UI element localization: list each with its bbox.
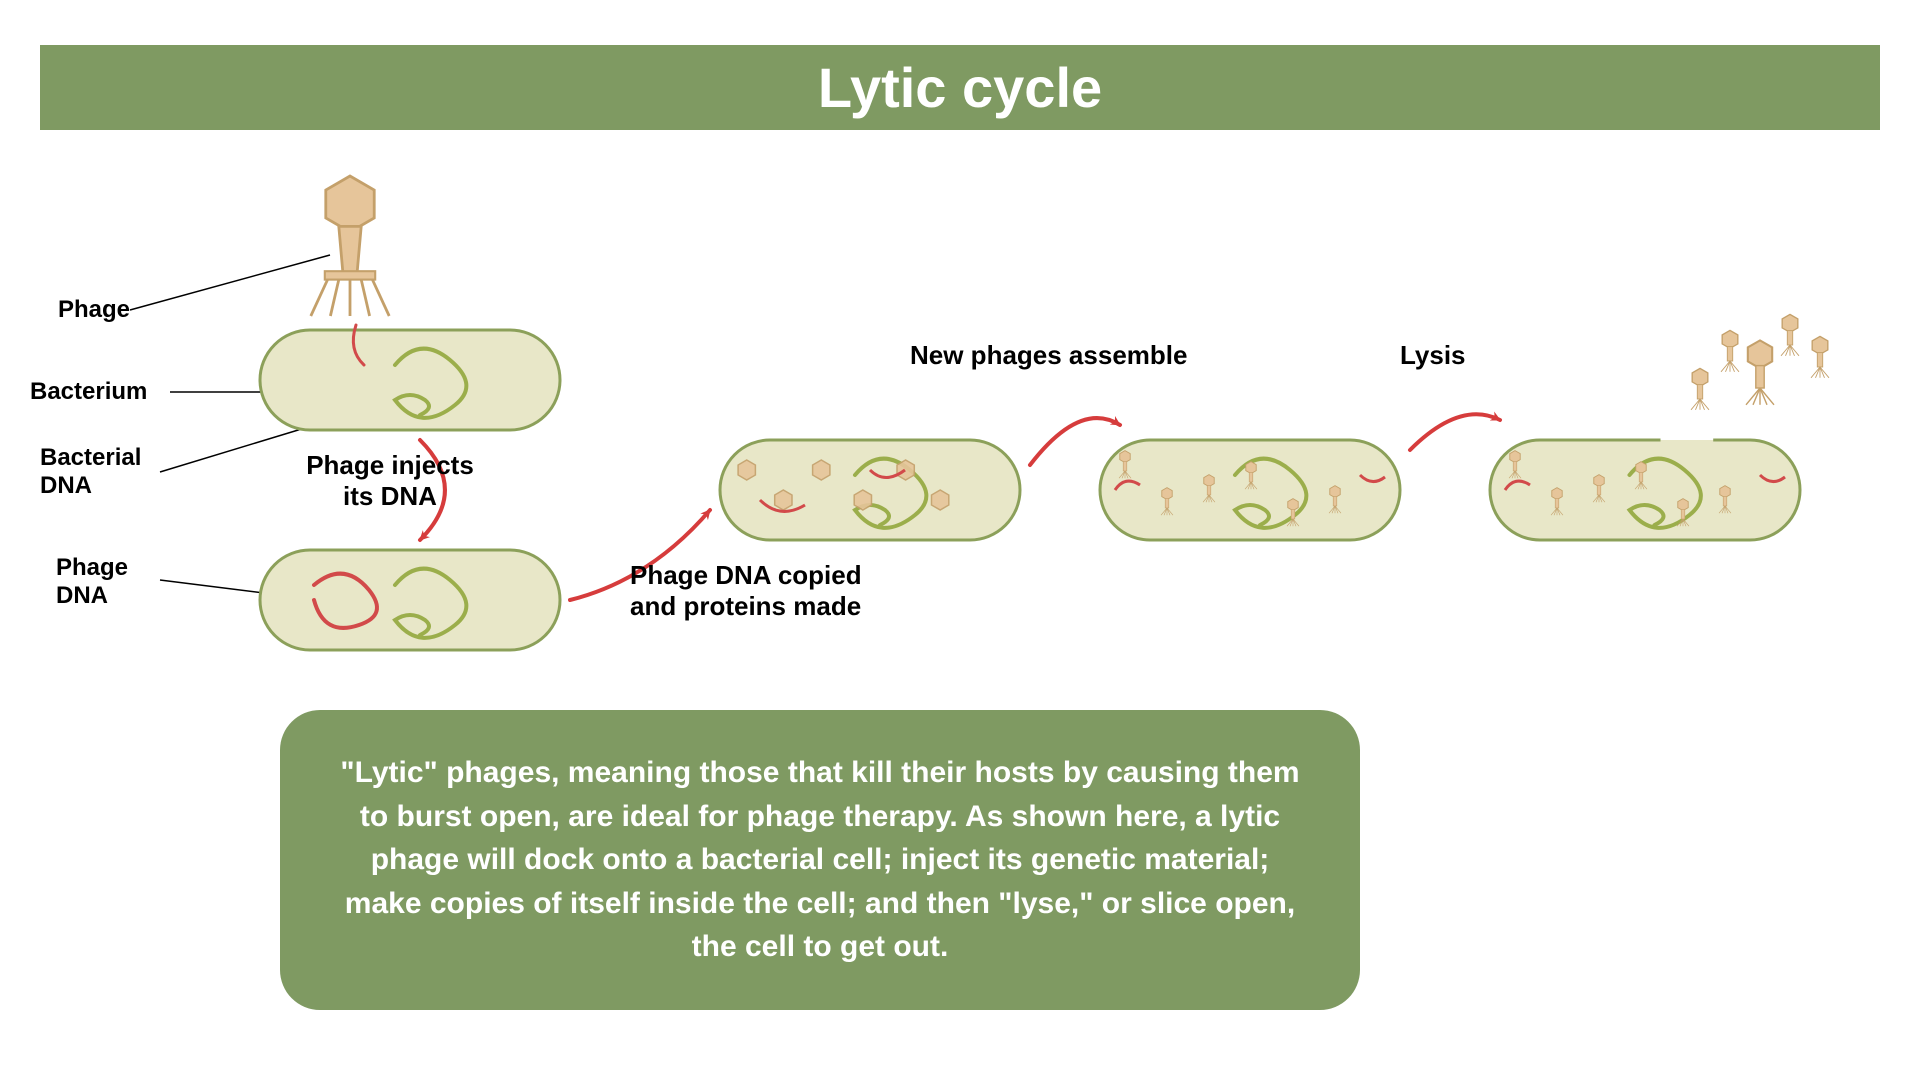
description-text: "Lytic" phages, meaning those that kill … [340, 751, 1300, 969]
label-phage_dna: Phage DNA [56, 554, 128, 610]
label-step3: New phages assemble [910, 340, 1187, 371]
label-bact_dna: Bacterial DNA [40, 444, 141, 500]
label-step1: Phage injects its DNA [280, 450, 500, 512]
description-box: "Lytic" phages, meaning those that kill … [280, 710, 1360, 1010]
label-step2: Phage DNA copied and proteins made [630, 560, 862, 622]
label-phage: Phage [58, 296, 130, 324]
label-bacterium: Bacterium [30, 378, 147, 406]
label-step4: Lysis [1400, 340, 1466, 371]
